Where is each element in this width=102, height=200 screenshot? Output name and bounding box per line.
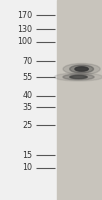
- Bar: [57, 0, 102, 200]
- Text: 55: 55: [22, 72, 33, 82]
- Text: 70: 70: [23, 56, 33, 66]
- Ellipse shape: [70, 65, 94, 73]
- Text: 130: 130: [18, 24, 33, 33]
- Text: 10: 10: [23, 164, 33, 172]
- Text: 15: 15: [23, 150, 33, 160]
- Text: 40: 40: [23, 92, 33, 100]
- Text: 35: 35: [23, 102, 33, 112]
- Text: 100: 100: [18, 38, 33, 46]
- Ellipse shape: [63, 64, 100, 74]
- Ellipse shape: [63, 74, 94, 80]
- Ellipse shape: [75, 67, 88, 71]
- Text: 25: 25: [22, 120, 33, 130]
- Ellipse shape: [70, 75, 87, 79]
- Text: 170: 170: [18, 10, 33, 20]
- Ellipse shape: [54, 73, 102, 81]
